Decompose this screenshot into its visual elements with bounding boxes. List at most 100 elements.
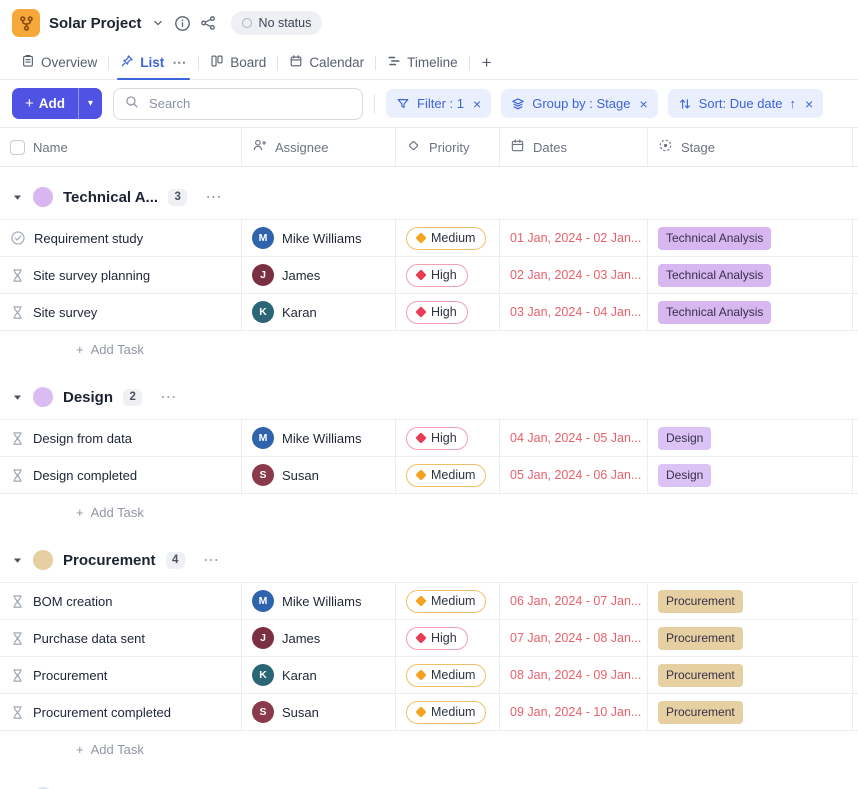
search-input[interactable] — [147, 95, 352, 112]
tab-board[interactable]: Board — [199, 46, 277, 79]
task-row[interactable]: Procurement completed S Susan Medium 09 … — [0, 694, 858, 731]
stage-cell[interactable]: Procurement — [648, 694, 853, 730]
hourglass-icon[interactable] — [10, 268, 25, 283]
stage-cell[interactable]: Design — [648, 457, 853, 493]
filter-chip[interactable]: Filter : 1 × — [386, 89, 492, 118]
task-row[interactable]: Design completed S Susan Medium 05 Jan, … — [0, 457, 858, 494]
add-button-main[interactable]: + Add — [12, 88, 78, 119]
search-box[interactable] — [113, 87, 364, 120]
hourglass-icon[interactable] — [10, 705, 25, 720]
hourglass-icon[interactable] — [10, 594, 25, 609]
chip-label: Filter : 1 — [417, 96, 465, 111]
priority-cell[interactable]: Medium — [396, 583, 500, 619]
assignee-cell[interactable]: M Mike Williams — [242, 220, 396, 256]
task-row[interactable]: Site survey planning J James High 02 Jan… — [0, 257, 858, 294]
avatar: M — [252, 590, 274, 612]
priority-cell[interactable]: Medium — [396, 657, 500, 693]
close-icon[interactable]: × — [805, 95, 814, 112]
task-row[interactable]: Requirement study M Mike Williams Medium… — [0, 220, 858, 257]
column-dates[interactable]: Dates — [500, 128, 648, 166]
add-button-dropdown[interactable]: ▾ — [78, 88, 102, 119]
group-chip[interactable]: Group by : Stage × — [501, 89, 658, 118]
priority-cell[interactable]: Medium — [396, 220, 500, 256]
stage-cell[interactable]: Procurement — [648, 583, 853, 619]
tab-overview[interactable]: Overview — [10, 46, 108, 79]
dates-cell[interactable]: 01 Jan, 2024 - 02 Jan... — [500, 220, 648, 256]
check-circle-icon[interactable] — [10, 230, 26, 246]
chevron-down-icon[interactable] — [12, 555, 23, 566]
assignee-cell[interactable]: K Karan — [242, 294, 396, 330]
tab-timeline[interactable]: Timeline — [376, 46, 469, 79]
chevron-down-icon[interactable] — [12, 392, 23, 403]
assignee-cell[interactable]: J James — [242, 620, 396, 656]
stage-cell[interactable]: Procurement — [648, 620, 853, 656]
priority-cell[interactable]: Medium — [396, 457, 500, 493]
chevron-down-icon[interactable] — [12, 192, 23, 203]
add-task-button[interactable]: + Add Task — [0, 331, 858, 367]
stage-cell[interactable]: Technical Analysis — [648, 257, 853, 293]
filter-icon — [396, 97, 410, 111]
stage-badge: Procurement — [658, 589, 743, 613]
hourglass-icon[interactable] — [10, 468, 25, 483]
dates-cell[interactable]: 07 Jan, 2024 - 08 Jan... — [500, 620, 648, 656]
dates-cell[interactable]: 04 Jan, 2024 - 05 Jan... — [500, 420, 648, 456]
status-pill[interactable]: No status — [230, 11, 323, 35]
dates-cell[interactable]: 02 Jan, 2024 - 03 Jan... — [500, 257, 648, 293]
column-name[interactable]: Name — [0, 128, 242, 166]
task-row[interactable]: Procurement K Karan Medium 08 Jan, 2024 … — [0, 657, 858, 694]
assignee-cell[interactable]: S Susan — [242, 457, 396, 493]
dates-cell[interactable]: 06 Jan, 2024 - 07 Jan... — [500, 583, 648, 619]
task-name-cell: Design from data — [0, 420, 242, 456]
stage-cell[interactable]: Design — [648, 420, 853, 456]
task-row[interactable]: Design from data M Mike Williams High 04… — [0, 420, 858, 457]
priority-cell[interactable]: High — [396, 420, 500, 456]
dates-cell[interactable]: 05 Jan, 2024 - 06 Jan... — [500, 457, 648, 493]
group-menu-icon[interactable]: ⋯ — [160, 389, 178, 406]
add-button[interactable]: + Add ▾ — [12, 88, 103, 119]
hourglass-icon[interactable] — [10, 668, 25, 683]
close-icon[interactable]: × — [639, 95, 648, 112]
assignee-cell[interactable]: M Mike Williams — [242, 583, 396, 619]
assignee-cell[interactable]: M Mike Williams — [242, 420, 396, 456]
chevron-down-icon[interactable] — [151, 16, 165, 30]
close-icon[interactable]: × — [473, 95, 482, 112]
sort-chip[interactable]: Sort: Due date ↑ × — [667, 89, 824, 118]
dates-cell[interactable]: 03 Jan, 2024 - 04 Jan... — [500, 294, 648, 330]
priority-cell[interactable]: High — [396, 620, 500, 656]
stage-cell[interactable]: Technical Analysis — [648, 220, 853, 256]
hourglass-icon[interactable] — [10, 431, 25, 446]
project-icon[interactable] — [12, 9, 40, 37]
group-menu-icon[interactable]: ⋯ — [202, 552, 221, 569]
tab-list[interactable]: List ⋯ — [109, 46, 198, 80]
priority-diamond-icon — [415, 669, 427, 681]
group-count-badge: 2 — [123, 388, 143, 406]
task-row[interactable]: BOM creation M Mike Williams Medium 06 J… — [0, 583, 858, 620]
tab-options-icon[interactable]: ⋯ — [172, 54, 188, 70]
select-all-checkbox[interactable] — [10, 139, 25, 155]
task-name: Procurement completed — [33, 704, 172, 720]
hourglass-icon[interactable] — [10, 305, 25, 320]
info-icon[interactable] — [174, 15, 191, 32]
share-icon[interactable] — [200, 15, 216, 31]
column-stage[interactable]: Stage — [648, 128, 853, 166]
priority-cell[interactable]: High — [396, 257, 500, 293]
group-menu-icon[interactable]: ⋯ — [205, 189, 223, 206]
add-task-button[interactable]: + Add Task — [0, 494, 858, 530]
dates-cell[interactable]: 09 Jan, 2024 - 10 Jan... — [500, 694, 648, 730]
assignee-cell[interactable]: S Susan — [242, 694, 396, 730]
column-assignee[interactable]: Assignee — [242, 128, 396, 166]
hourglass-icon[interactable] — [10, 631, 25, 646]
priority-cell[interactable]: Medium — [396, 694, 500, 730]
add-view-button[interactable]: + — [481, 52, 492, 72]
task-row[interactable]: Purchase data sent J James High 07 Jan, … — [0, 620, 858, 657]
stage-cell[interactable]: Technical Analysis — [648, 294, 853, 330]
priority-cell[interactable]: High — [396, 294, 500, 330]
add-task-button[interactable]: + Add Task — [0, 731, 858, 767]
tab-calendar[interactable]: Calendar — [278, 46, 375, 79]
stage-cell[interactable]: Procurement — [648, 657, 853, 693]
assignee-cell[interactable]: J James — [242, 257, 396, 293]
column-priority[interactable]: Priority — [396, 128, 500, 166]
dates-cell[interactable]: 08 Jan, 2024 - 09 Jan... — [500, 657, 648, 693]
task-row[interactable]: Site survey K Karan High 03 Jan, 2024 - … — [0, 294, 858, 331]
assignee-cell[interactable]: K Karan — [242, 657, 396, 693]
